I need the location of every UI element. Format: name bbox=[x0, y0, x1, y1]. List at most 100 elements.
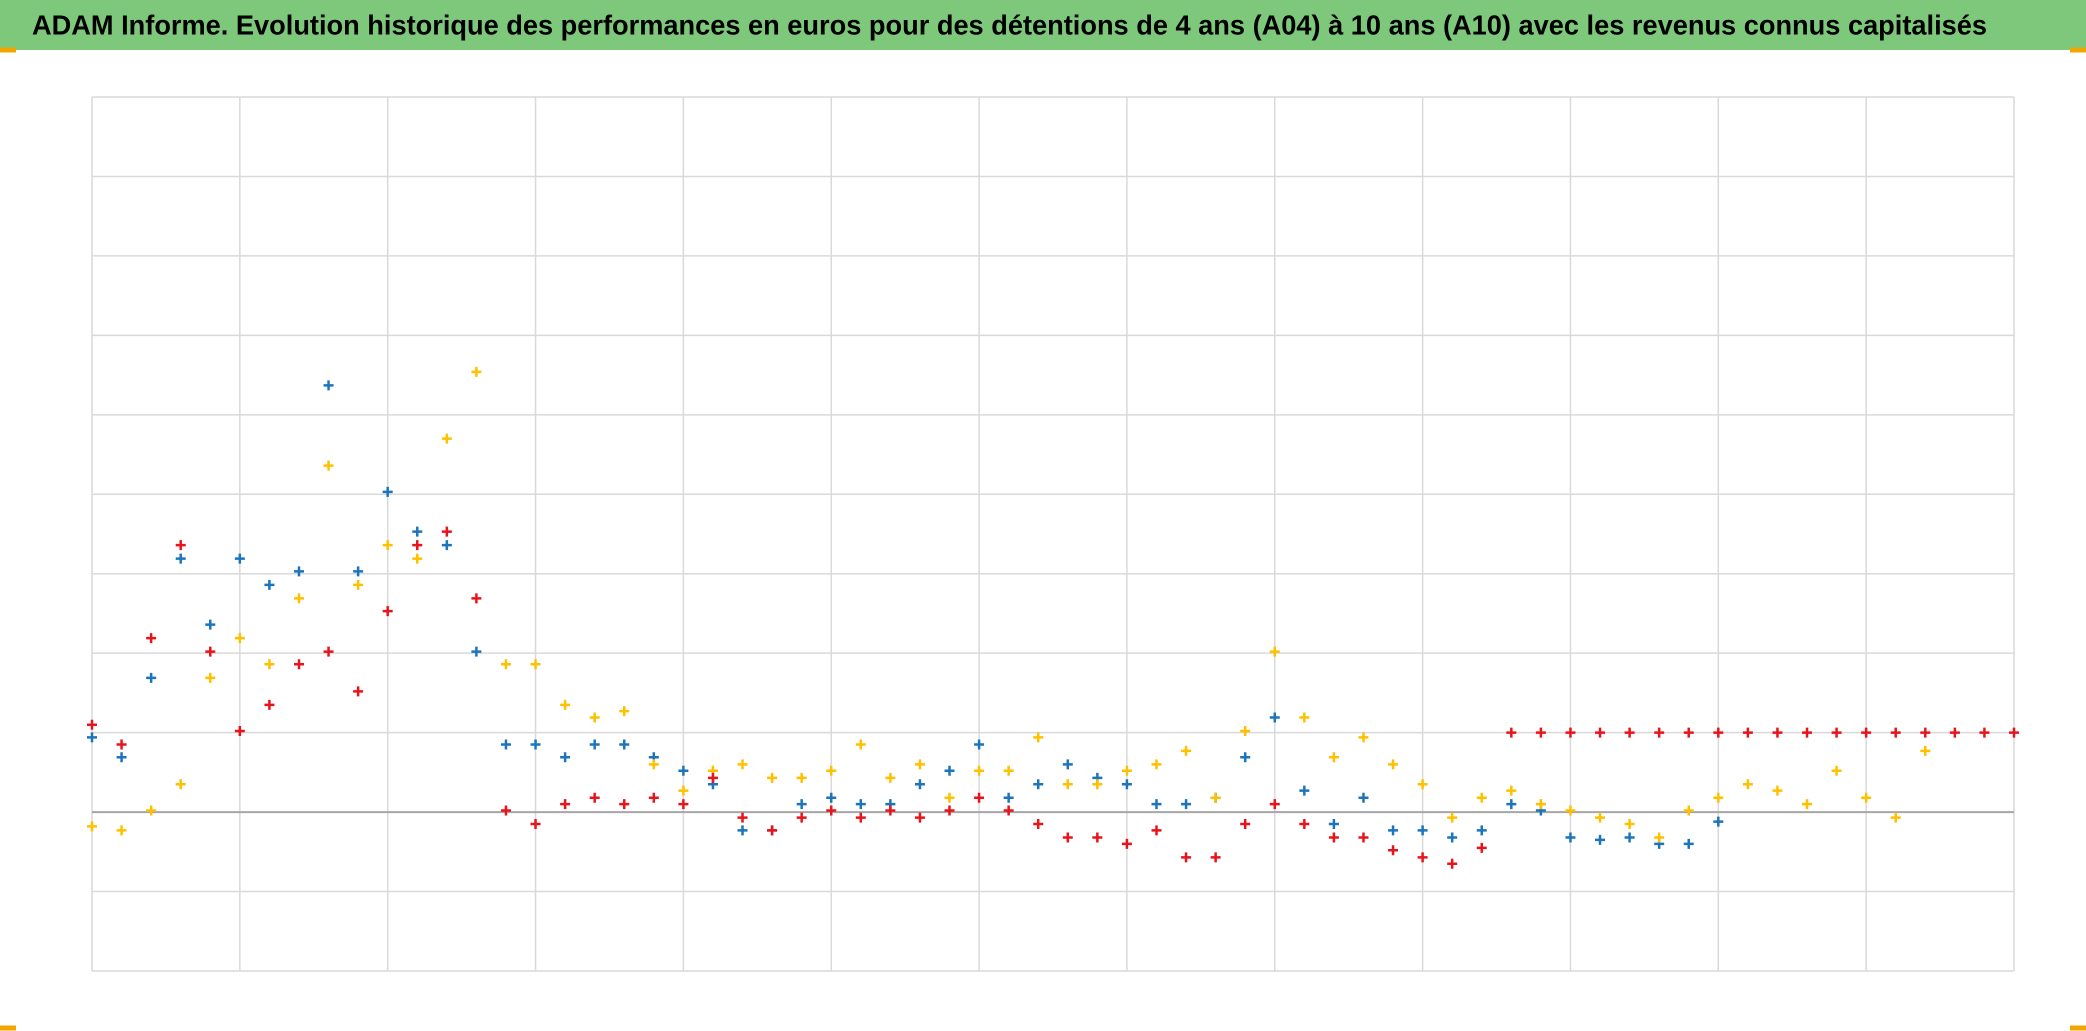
point-marker bbox=[1151, 825, 1162, 836]
point-marker bbox=[1062, 832, 1073, 843]
point-marker bbox=[1240, 819, 1251, 830]
point-marker bbox=[1388, 845, 1399, 856]
point-marker bbox=[264, 579, 275, 590]
point-marker bbox=[1742, 779, 1753, 790]
point-marker bbox=[205, 672, 216, 683]
point-marker bbox=[1683, 727, 1694, 738]
point-marker bbox=[1033, 732, 1044, 743]
point-marker bbox=[1713, 727, 1724, 738]
point-marker bbox=[589, 792, 600, 803]
point-marker bbox=[1713, 792, 1724, 803]
point-marker bbox=[382, 486, 393, 497]
point-marker bbox=[707, 772, 718, 783]
point-marker bbox=[767, 825, 778, 836]
point-marker bbox=[1151, 799, 1162, 810]
point-marker bbox=[1624, 727, 1635, 738]
point-marker bbox=[1417, 852, 1428, 863]
point-marker bbox=[589, 712, 600, 723]
point-marker bbox=[412, 526, 423, 537]
point-marker bbox=[1654, 832, 1665, 843]
point-marker bbox=[116, 739, 127, 750]
point-marker bbox=[1595, 727, 1606, 738]
point-marker bbox=[323, 646, 334, 657]
point-marker bbox=[1683, 838, 1694, 849]
point-marker bbox=[205, 619, 216, 630]
point-marker bbox=[1210, 852, 1221, 863]
point-marker bbox=[648, 792, 659, 803]
point-marker bbox=[1595, 812, 1606, 823]
point-marker bbox=[1565, 805, 1576, 816]
point-marker bbox=[500, 805, 511, 816]
point-marker bbox=[826, 792, 837, 803]
point-marker bbox=[1447, 858, 1458, 869]
title-banner bbox=[0, 0, 2086, 50]
point-marker bbox=[175, 540, 186, 551]
point-marker bbox=[1269, 712, 1280, 723]
point-marker bbox=[1654, 727, 1665, 738]
point-marker bbox=[382, 540, 393, 551]
point-marker bbox=[234, 726, 245, 737]
point-marker bbox=[1979, 727, 1990, 738]
point-marker bbox=[648, 759, 659, 770]
point-marker bbox=[619, 739, 630, 750]
point-marker bbox=[530, 819, 541, 830]
point-marker bbox=[855, 812, 866, 823]
point-marker bbox=[944, 805, 955, 816]
point-marker bbox=[1299, 819, 1310, 830]
point-marker bbox=[1299, 785, 1310, 796]
point-marker bbox=[914, 812, 925, 823]
point-marker bbox=[1033, 819, 1044, 830]
point-marker bbox=[323, 460, 334, 471]
point-marker bbox=[560, 699, 571, 710]
point-marker bbox=[678, 765, 689, 776]
point-marker bbox=[1683, 805, 1694, 816]
point-marker bbox=[796, 812, 807, 823]
point-marker bbox=[974, 765, 985, 776]
point-marker bbox=[1003, 792, 1014, 803]
point-marker bbox=[737, 759, 748, 770]
point-marker bbox=[560, 752, 571, 763]
point-marker bbox=[146, 805, 157, 816]
point-marker bbox=[974, 739, 985, 750]
point-marker bbox=[1565, 832, 1576, 843]
point-marker bbox=[471, 593, 482, 604]
point-marker bbox=[116, 752, 127, 763]
point-marker bbox=[412, 540, 423, 551]
point-marker bbox=[1506, 799, 1517, 810]
chart-title: ADAM Informe. Evolution historique des p… bbox=[32, 9, 1987, 40]
point-marker bbox=[1772, 727, 1783, 738]
point-marker bbox=[1092, 832, 1103, 843]
point-marker bbox=[1181, 799, 1192, 810]
point-marker bbox=[737, 825, 748, 836]
point-marker bbox=[1388, 759, 1399, 770]
point-marker bbox=[1535, 727, 1546, 738]
point-marker bbox=[205, 646, 216, 657]
point-marker bbox=[1358, 732, 1369, 743]
point-marker bbox=[885, 805, 896, 816]
point-marker bbox=[264, 659, 275, 670]
point-marker bbox=[1062, 779, 1073, 790]
point-marker bbox=[1388, 825, 1399, 836]
point-marker bbox=[1949, 727, 1960, 738]
point-marker bbox=[353, 566, 364, 577]
point-marker bbox=[1920, 727, 1931, 738]
point-marker bbox=[1121, 838, 1132, 849]
point-marker bbox=[530, 659, 541, 670]
point-marker bbox=[1861, 727, 1872, 738]
point-marker bbox=[1033, 779, 1044, 790]
point-marker bbox=[678, 799, 689, 810]
point-marker bbox=[796, 799, 807, 810]
point-marker bbox=[1535, 799, 1546, 810]
point-marker bbox=[2009, 727, 2019, 738]
point-marker bbox=[855, 799, 866, 810]
point-marker bbox=[234, 553, 245, 564]
point-marker bbox=[293, 659, 304, 670]
point-marker bbox=[1181, 745, 1192, 756]
point-marker bbox=[234, 633, 245, 644]
point-marker bbox=[1920, 745, 1931, 756]
point-marker bbox=[1358, 832, 1369, 843]
point-marker bbox=[1802, 727, 1813, 738]
point-marker bbox=[767, 772, 778, 783]
point-marker bbox=[500, 659, 511, 670]
point-marker bbox=[1003, 805, 1014, 816]
